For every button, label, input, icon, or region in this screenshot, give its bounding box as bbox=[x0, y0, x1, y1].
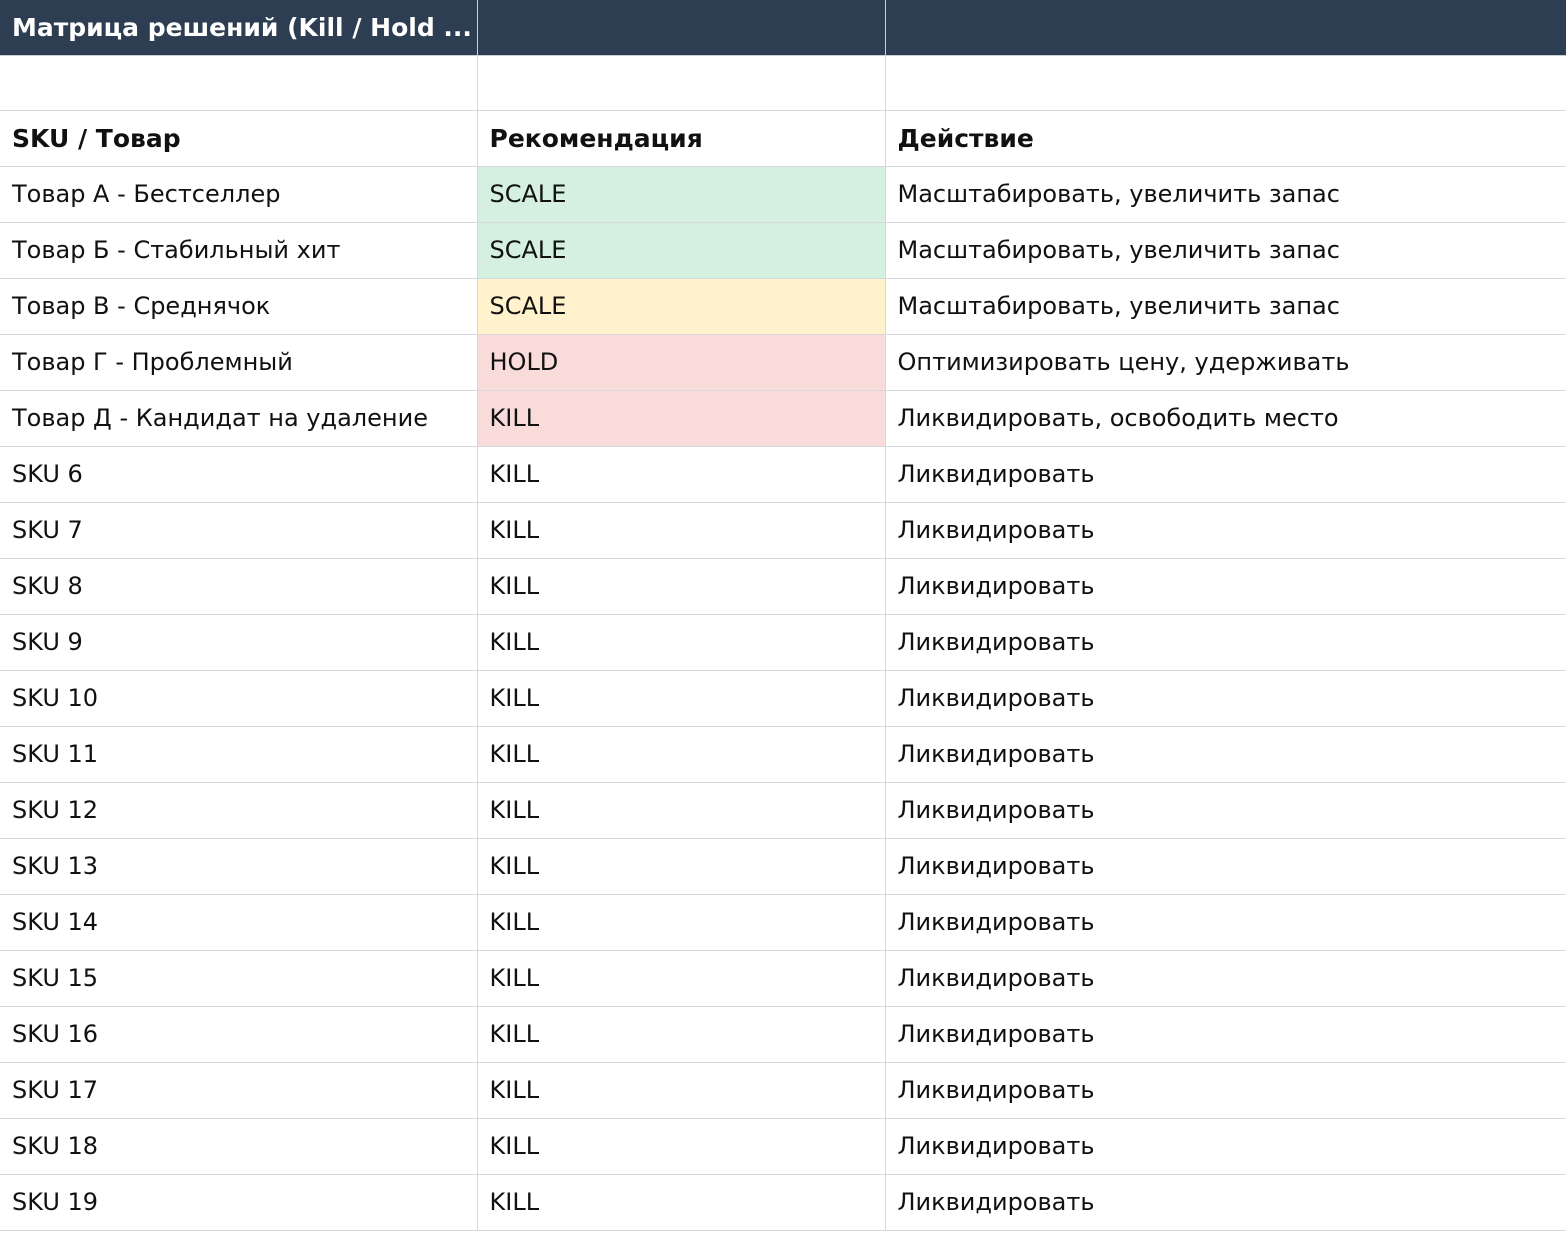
recommendation-cell[interactable]: KILL bbox=[477, 782, 886, 839]
action-cell[interactable]: Ликвидировать bbox=[885, 838, 1566, 895]
table-row: Товар А - Бестселлер SCALE Масштабировать,… bbox=[0, 166, 1566, 223]
table-row: SKU 19 KILL Ликвидировать bbox=[0, 1174, 1566, 1231]
sku-cell[interactable]: SKU 8 bbox=[0, 558, 478, 615]
table-row: SKU 16 KILL Ликвидировать bbox=[0, 1006, 1566, 1063]
recommendation-cell[interactable]: KILL bbox=[477, 838, 886, 895]
action-cell[interactable]: Масштабировать, увеличить запас bbox=[885, 278, 1566, 335]
action-cell[interactable]: Оптимизировать цену, удерживать bbox=[885, 334, 1566, 391]
sku-cell[interactable]: SKU 11 bbox=[0, 726, 478, 783]
sku-cell[interactable]: SKU 9 bbox=[0, 614, 478, 671]
action-cell[interactable]: Ликвидировать bbox=[885, 1118, 1566, 1175]
recommendation-cell[interactable]: SCALE bbox=[477, 166, 886, 223]
empty-cell-c[interactable] bbox=[885, 55, 1566, 111]
action-cell[interactable]: Ликвидировать bbox=[885, 1062, 1566, 1119]
sku-cell[interactable]: SKU 7 bbox=[0, 502, 478, 559]
action-cell[interactable]: Ликвидировать bbox=[885, 670, 1566, 727]
sku-cell[interactable]: SKU 10 bbox=[0, 670, 478, 727]
table-row: SKU 13 KILL Ликвидировать bbox=[0, 838, 1566, 895]
sku-cell[interactable]: SKU 12 bbox=[0, 782, 478, 839]
recommendation-cell[interactable]: KILL bbox=[477, 558, 886, 615]
recommendation-cell[interactable]: SCALE bbox=[477, 222, 886, 279]
recommendation-cell[interactable]: KILL bbox=[477, 726, 886, 783]
recommendation-cell[interactable]: KILL bbox=[477, 1118, 886, 1175]
table-row: Товар В - Среднячок SCALE Масштабировать, … bbox=[0, 278, 1566, 335]
table-row: SKU 15 KILL Ликвидировать bbox=[0, 950, 1566, 1007]
action-cell[interactable]: Ликвидировать bbox=[885, 726, 1566, 783]
recommendation-cell[interactable]: KILL bbox=[477, 950, 886, 1007]
sku-cell[interactable]: SKU 6 bbox=[0, 446, 478, 503]
action-cell[interactable]: Ликвидировать bbox=[885, 558, 1566, 615]
sku-cell[interactable]: SKU 17 bbox=[0, 1062, 478, 1119]
sku-cell[interactable]: SKU 16 bbox=[0, 1006, 478, 1063]
recommendation-cell[interactable]: KILL bbox=[477, 614, 886, 671]
action-cell[interactable]: Ликвидировать bbox=[885, 950, 1566, 1007]
recommendation-cell[interactable]: KILL bbox=[477, 502, 886, 559]
header-action[interactable]: Действие bbox=[885, 110, 1566, 167]
action-cell[interactable]: Ликвидировать bbox=[885, 614, 1566, 671]
table-row: Товар Б - Стабильный хит SCALE Масштабиров… bbox=[0, 222, 1566, 279]
sku-cell[interactable]: SKU 19 bbox=[0, 1174, 478, 1231]
action-cell[interactable]: Ликвидировать bbox=[885, 782, 1566, 839]
title-cell-b[interactable] bbox=[477, 0, 886, 56]
empty-cell-b[interactable] bbox=[477, 55, 886, 111]
table-row: SKU 11 KILL Ликвидировать bbox=[0, 726, 1566, 783]
title-row: Матрица решений (Kill / Hold ... bbox=[0, 0, 1566, 56]
recommendation-cell[interactable]: SCALE bbox=[477, 278, 886, 335]
header-recommendation[interactable]: Рекомендация bbox=[477, 110, 886, 167]
sku-cell[interactable]: SKU 15 bbox=[0, 950, 478, 1007]
sku-cell[interactable]: SKU 14 bbox=[0, 894, 478, 951]
sku-cell[interactable]: Товар А - Бестселлер bbox=[0, 166, 478, 223]
table-row: SKU 10 KILL Ликвидировать bbox=[0, 670, 1566, 727]
action-cell[interactable]: Ликвидировать bbox=[885, 1006, 1566, 1063]
table-row: SKU 18 KILL Ликвидировать bbox=[0, 1118, 1566, 1175]
action-cell[interactable]: Ликвидировать bbox=[885, 446, 1566, 503]
action-cell[interactable]: Ликвидировать, освободить место bbox=[885, 390, 1566, 447]
sheet-title-cell[interactable]: Матрица решений (Kill / Hold ... bbox=[0, 0, 478, 56]
recommendation-cell[interactable]: KILL bbox=[477, 670, 886, 727]
action-cell[interactable]: Масштабировать, увеличить запас bbox=[885, 166, 1566, 223]
table-row: Товар Г - Проблемный HOLD Оптимизировать ц… bbox=[0, 334, 1566, 391]
action-cell[interactable]: Ликвидировать bbox=[885, 894, 1566, 951]
recommendation-cell[interactable]: KILL bbox=[477, 446, 886, 503]
sku-cell[interactable]: Товар Б - Стабильный хит bbox=[0, 222, 478, 279]
recommendation-cell[interactable]: KILL bbox=[477, 1174, 886, 1231]
empty-cell-a[interactable] bbox=[0, 55, 478, 111]
table-row: SKU 7 KILL Ликвидировать bbox=[0, 502, 1566, 559]
table-row: SKU 14 KILL Ликвидировать bbox=[0, 894, 1566, 951]
title-cell-c[interactable] bbox=[885, 0, 1566, 56]
header-row: SKU / Товар Рекомендация Действие bbox=[0, 110, 1566, 167]
table-row: SKU 17 KILL Ликвидировать bbox=[0, 1062, 1566, 1119]
sku-cell[interactable]: Товар Д - Кандидат на удаление bbox=[0, 390, 478, 447]
table-row: SKU 9 KILL Ликвидировать bbox=[0, 614, 1566, 671]
table-row: SKU 12 KILL Ликвидировать bbox=[0, 782, 1566, 839]
recommendation-cell[interactable]: KILL bbox=[477, 1062, 886, 1119]
sku-cell[interactable]: Товар В - Среднячок bbox=[0, 278, 478, 335]
recommendation-cell[interactable]: KILL bbox=[477, 1006, 886, 1063]
table-row: SKU 8 KILL Ликвидировать bbox=[0, 558, 1566, 615]
action-cell[interactable]: Масштабировать, увеличить запас bbox=[885, 222, 1566, 279]
table-row: Товар Д - Кандидат на удаление KILL Ликвид… bbox=[0, 390, 1566, 447]
sku-cell[interactable]: Товар Г - Проблемный bbox=[0, 334, 478, 391]
sku-cell[interactable]: SKU 18 bbox=[0, 1118, 478, 1175]
action-cell[interactable]: Ликвидировать bbox=[885, 1174, 1566, 1231]
recommendation-cell[interactable]: HOLD bbox=[477, 334, 886, 391]
header-sku[interactable]: SKU / Товар bbox=[0, 110, 478, 167]
action-cell[interactable]: Ликвидировать bbox=[885, 502, 1566, 559]
empty-row bbox=[0, 55, 1566, 111]
sku-cell[interactable]: SKU 13 bbox=[0, 838, 478, 895]
recommendation-cell[interactable]: KILL bbox=[477, 894, 886, 951]
table-row: SKU 6 KILL Ликвидировать bbox=[0, 446, 1566, 503]
recommendation-cell[interactable]: KILL bbox=[477, 390, 886, 447]
